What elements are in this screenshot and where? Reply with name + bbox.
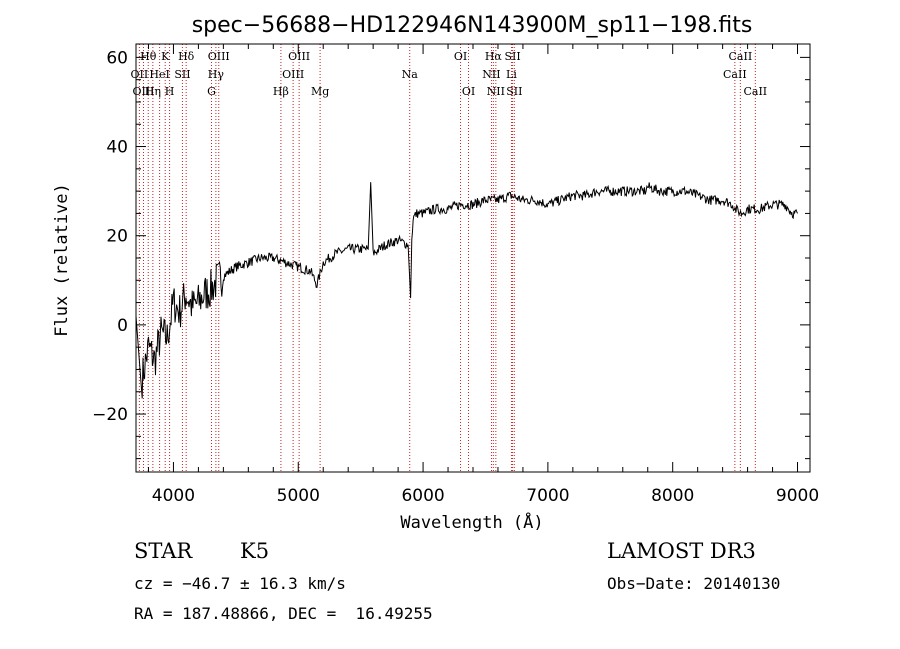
spectral-line-label: SII	[504, 50, 520, 63]
spectral-line-label: Li	[506, 68, 517, 81]
x-axis: 4000 5000 6000 7000 8000 9000	[147, 44, 819, 506]
spectral-line-label: Mg	[311, 85, 329, 98]
spectral-line-label: Hδ	[178, 50, 195, 63]
y-tick-label: 0	[117, 316, 128, 336]
spectral-line-label: OIII	[208, 50, 230, 63]
plot-frame	[135, 43, 811, 473]
spectral-line-label: SII	[174, 68, 190, 81]
x-axis-label: Wavelength (Å)	[400, 511, 543, 533]
spectral-line-label: G	[207, 85, 216, 98]
chart-title: spec−56688−HD122946N143900M_sp11−198.fit…	[192, 13, 753, 38]
spectral-line-label: Hθ	[140, 50, 157, 63]
spectral-line-label: OI	[462, 85, 475, 98]
spectral-line-label: OIII	[288, 50, 310, 63]
x-tick-label: 4000	[152, 486, 195, 506]
spectral-line-label: OI	[454, 50, 467, 63]
spectral-line-label: CaII	[723, 68, 747, 81]
object-subclass: K5	[240, 539, 270, 563]
spectrum-chart: spec−56688−HD122946N143900M_sp11−198.fit…	[52, 13, 819, 533]
survey-name: LAMOST DR3	[607, 539, 756, 563]
spectral-line-label: OIII	[282, 68, 304, 81]
y-axis-label: Flux (relative)	[52, 183, 72, 337]
redshift-text: cz = −46.7 ± 16.3 km/s	[134, 574, 346, 593]
spectral-line-label: CaII	[743, 85, 767, 98]
spectral-line-label: HeI	[149, 68, 169, 81]
y-tick-label: −20	[92, 405, 128, 425]
object-class: STAR	[134, 539, 193, 563]
spectral-line-label: Hη	[145, 85, 161, 98]
spectral-line-label: K	[161, 50, 170, 63]
spectral-line-label: OII	[131, 68, 149, 81]
spectral-line-label: NII	[482, 68, 500, 81]
spectral-line-label: OIII	[132, 85, 154, 98]
spectral-line-markers	[138, 44, 756, 472]
spectral-line-label: Hα	[485, 50, 503, 63]
x-tick-label: 9000	[776, 486, 819, 506]
x-tick-label: 8000	[651, 486, 694, 506]
coordinates-text: RA = 187.48866, DEC = 16.49255	[134, 604, 433, 623]
spectral-line-label: Hβ	[273, 85, 289, 98]
spectrum-line	[135, 182, 798, 399]
spectral-line-label: NII	[487, 85, 505, 98]
x-tick-label: 7000	[526, 486, 569, 506]
y-tick-label: 20	[106, 227, 128, 247]
spectral-line-label: CaII	[729, 50, 753, 63]
y-tick-label: 60	[106, 48, 128, 68]
x-tick-label: 6000	[401, 486, 444, 506]
spectral-line-label: H	[165, 85, 175, 98]
obs-date-text: Obs−Date: 20140130	[607, 574, 781, 593]
spectral-line-label: SII	[506, 85, 522, 98]
y-axis: −20 0 20 40 60	[92, 48, 810, 460]
spectral-line-label: Na	[402, 68, 419, 81]
y-tick-label: 40	[106, 138, 128, 158]
x-tick-label: 5000	[277, 486, 320, 506]
spectral-line-label: Hγ	[208, 68, 225, 81]
